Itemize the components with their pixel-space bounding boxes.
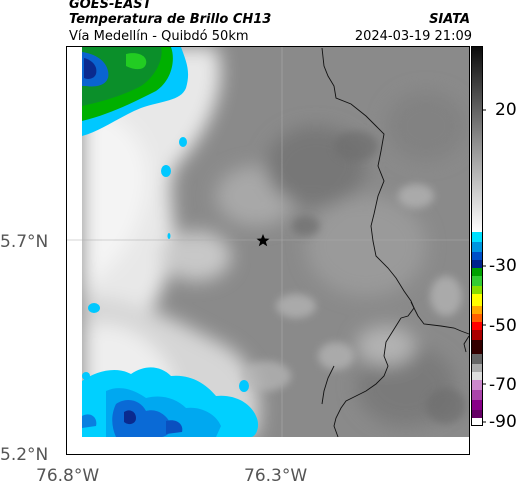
product-title: Temperatura de Brillo CH13 [69, 12, 272, 27]
colorbar-tick-minus90: -90 [489, 412, 517, 432]
colorbar-tick-minus70: -70 [489, 375, 517, 395]
lon-label-76.3: 76.3°W [244, 466, 308, 486]
satellite-map [66, 46, 470, 455]
star-marker [256, 234, 270, 247]
colorbar [471, 46, 486, 456]
colorbar-tick-minus50: -50 [489, 316, 517, 336]
colorbar-tick-minus30: -30 [489, 256, 517, 276]
lon-label-76.8: 76.8°W [36, 466, 100, 486]
satellite-name: GOES-EAST [69, 0, 152, 12]
lat-label-5.7: 5.7°N [0, 232, 49, 252]
organization-label: SIATA [429, 12, 470, 27]
timestamp: 2024-03-19 21:09 [354, 29, 472, 44]
colorbar-tick-20: 20 [495, 100, 517, 120]
region-subtitle: Vía Medellín - Quibdó 50km [69, 29, 249, 44]
lat-label-5.2: 5.2°N [0, 445, 49, 465]
